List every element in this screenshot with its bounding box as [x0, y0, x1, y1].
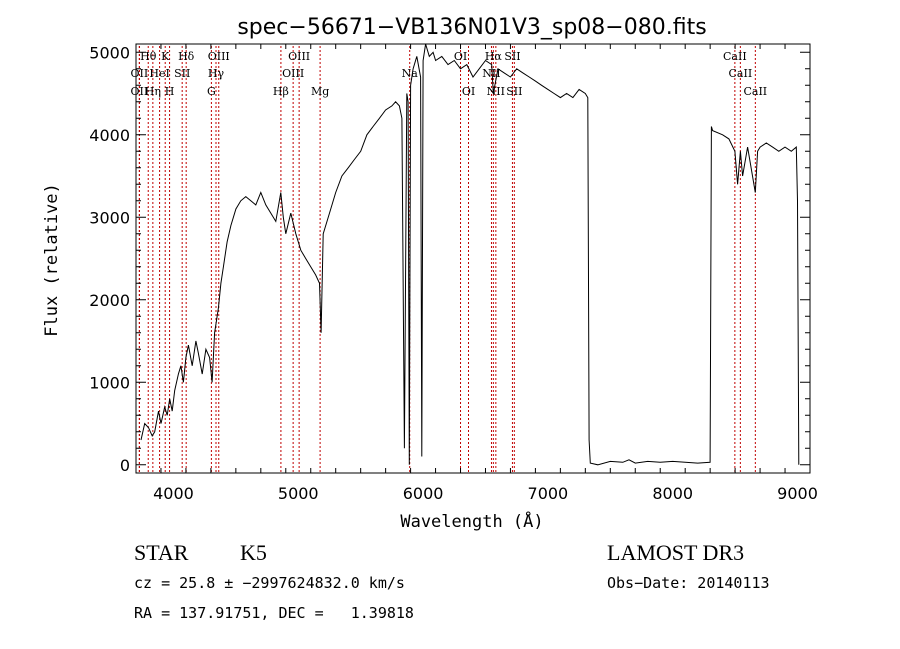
spectral-line-label: K: [161, 50, 170, 63]
spectral-line-label: Hθ: [140, 50, 157, 63]
spectral-line-label: CaII: [723, 50, 747, 63]
spectral-line-label: OIII: [208, 50, 230, 63]
survey-name: LAMOST DR3: [607, 540, 745, 565]
x-tick-label: 7000: [528, 484, 569, 503]
spectral-line-label: G: [207, 85, 216, 98]
x-tick-label: 9000: [777, 484, 818, 503]
spectral-line-label: CaII: [729, 67, 753, 80]
y-tick-label: 2000: [89, 291, 130, 310]
spectral-line-label: Hδ: [178, 50, 195, 63]
spectral-line-label: Hη: [145, 85, 161, 98]
spectral-line-label: Mg: [311, 85, 329, 98]
spectral-line-label: OI: [454, 50, 467, 63]
y-axis-ticks: 0 1000 2000 3000 4000 5000: [89, 43, 810, 475]
y-tick-label: 4000: [89, 126, 130, 145]
x-tick-label: 6000: [403, 484, 444, 503]
flux-spectrum-line: [140, 43, 800, 466]
spectral-line-label: SII: [506, 85, 522, 98]
spectral-line-label: SII: [174, 67, 190, 80]
spectral-line-label: OII: [131, 67, 149, 80]
x-axis-ticks: 4000 5000 6000 7000 8000 9000: [135, 44, 818, 503]
spectral-line-label: H: [165, 85, 175, 98]
x-tick-label: 4000: [153, 484, 194, 503]
y-tick-label: 3000: [89, 208, 130, 227]
spectral-line-label: HeI: [149, 67, 169, 80]
chart-title: spec−56671−VB136N01V3_sp08−080.fits: [237, 15, 706, 40]
spectral-line-label: OIII: [282, 67, 304, 80]
spectral-line-label: OI: [462, 85, 475, 98]
redshift-text: cz = 25.8 ± −2997624832.0 km/s: [134, 574, 405, 592]
spectral-line-label: Na: [402, 67, 419, 80]
spectral-line-label: Hα: [485, 50, 503, 63]
spectral-line-label: OII: [131, 85, 149, 98]
x-axis-label: Wavelength (Å): [400, 510, 543, 532]
observation-date: Obs−Date: 20140113: [607, 574, 770, 592]
spectral-line-label: Hβ: [273, 85, 289, 98]
object-subclass: K5: [240, 540, 267, 565]
y-tick-label: 0: [120, 456, 130, 475]
spectral-line-label: CaII: [743, 85, 767, 98]
x-tick-label: 5000: [278, 484, 319, 503]
spectral-line-label: OIII: [288, 50, 310, 63]
spectral-line-markers: [138, 46, 756, 473]
coordinates-text: RA = 137.91751, DEC = 1.39818: [134, 604, 414, 622]
x-tick-label: 8000: [652, 484, 693, 503]
spectral-line-label: Hγ: [208, 67, 225, 80]
object-class: STAR: [134, 540, 189, 565]
y-axis-label: Flux (relative): [42, 183, 62, 337]
spectral-line-label: NII: [487, 85, 505, 98]
spectral-line-label: SII: [504, 50, 520, 63]
y-tick-label: 1000: [89, 373, 130, 392]
y-tick-label: 5000: [89, 43, 130, 62]
plot-frame: [135, 43, 811, 474]
